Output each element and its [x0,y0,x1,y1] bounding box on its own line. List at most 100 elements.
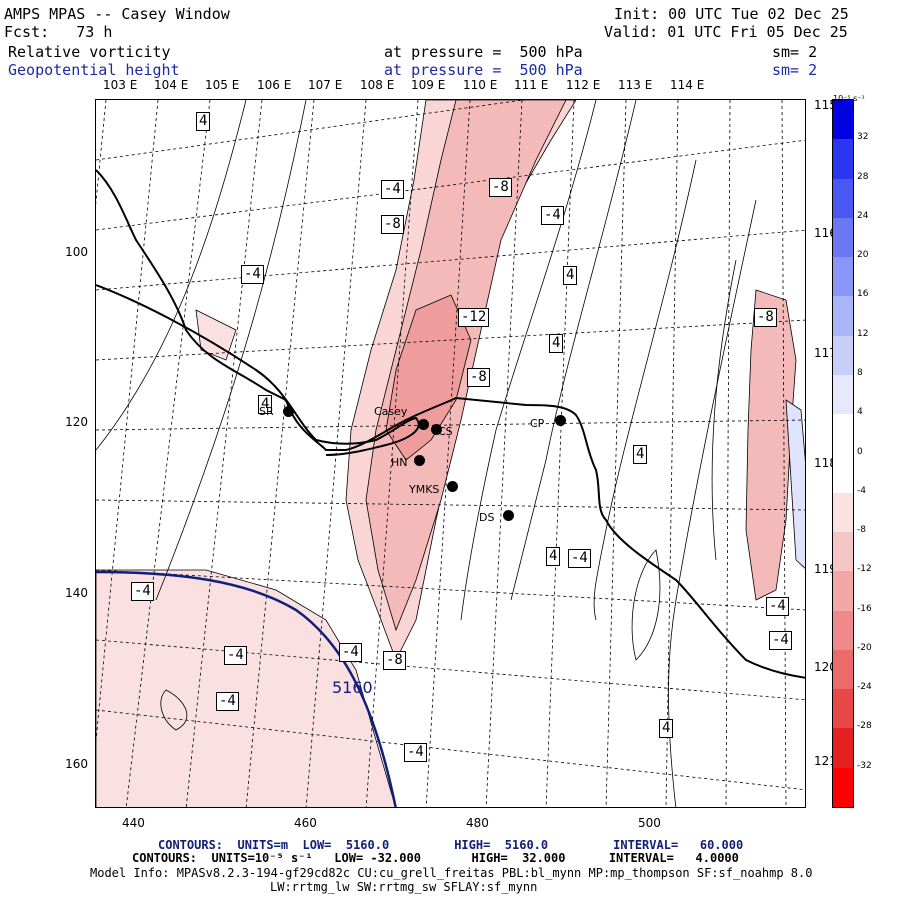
colorbar-tick-label: -8 [857,525,866,536]
colorbar-tick-label: 4 [857,407,863,418]
vorticity-contour-label: 4 [196,112,211,131]
top-longitude-label: 110 E [463,78,498,92]
top-longitude-label: 111 E [514,78,549,92]
colorbar-tick-label: 12 [857,328,869,339]
colorbar-segment [833,689,853,729]
colorbar-segment [833,571,853,612]
graticule [96,100,805,807]
forecast-hour: Fcst: 73 h [4,23,113,41]
top-longitude-label: 103 E [103,78,138,92]
colorbar-segment [833,532,853,572]
negative-vorticity-band-core [365,100,567,632]
colorbar-segment [833,492,853,533]
vorticity-contour-label: -8 [489,178,512,197]
top-longitude-label: 108 E [360,78,395,92]
colorbar-segment [833,100,853,140]
vorticity-contour-info: CONTOURS: UNITS=10⁻⁵ s⁻¹ LOW= -32.000 HI… [132,851,739,865]
colorbar-tick-label: -24 [857,682,872,693]
colorbar-tick-label: 28 [857,171,869,182]
positive-vorticity-right [785,399,805,569]
station-label: HN [391,456,408,469]
map-drawing [96,100,805,807]
field2-smoothing: sm= 2 [772,61,818,79]
top-longitude-label: 105 E [205,78,240,92]
x-axis-label: 460 [294,816,317,830]
y-axis-label: 120 [65,415,88,429]
station-marker[interactable] [431,424,442,435]
y-axis-label: 140 [65,586,88,600]
colorbar-segment [833,767,853,808]
station-label: Casey [374,405,408,418]
station-label: DS [479,511,495,524]
top-longitude-label: 114 E [670,78,705,92]
colorbar-tick-label: -32 [857,760,872,771]
coastline-casey [96,284,420,456]
vorticity-shading [96,100,805,807]
vorticity-contour-label: 4 [549,334,564,353]
station-label: SR [259,405,274,418]
top-longitude-label: 109 E [411,78,446,92]
colorbar-segment [833,335,853,376]
colorbar-tick-label: 32 [857,132,869,143]
colorbar-tick-label: -4 [857,485,866,496]
y-axis-label: 160 [65,757,88,771]
map-panel[interactable]: 5160 4 -4 -8 -8 -4 -4 4 4 -12 4 -8 4 -8 4 4 -4 -4 -4 -4 -4 -… [95,99,806,808]
station-marker[interactable] [418,419,429,430]
vorticity-contour-label: 4 [563,266,578,285]
vorticity-contour-label: -4 [241,265,264,284]
vorticity-contour-label: -4 [769,631,792,650]
vorticity-contour-label: -8 [381,215,404,234]
colorbar-units: 10⁻⁵ s⁻¹ [833,94,865,103]
colorbar-segment [833,217,853,258]
vorticity-contour-label: -4 [339,643,362,662]
height-contour-5160 [96,570,397,807]
station-marker[interactable] [447,481,458,492]
colorbar-segment [833,374,853,415]
colorbar-segment [833,296,853,337]
negative-vorticity-small [195,309,237,361]
colorbar-tick-label: -20 [857,642,872,653]
vorticity-contour-label: 4 [546,547,561,566]
top-longitude-label: 112 E [566,78,601,92]
field1-smoothing: sm= 2 [772,43,818,61]
vorticity-contour-label: -4 [216,692,239,711]
colorbar [832,99,854,808]
station-marker[interactable] [503,510,514,521]
vorticity-contour-label: 4 [633,445,648,464]
colorbar-segment [833,649,853,690]
x-axis-label: 440 [122,816,145,830]
vorticity-contour-label: -12 [458,308,490,327]
station-marker[interactable] [555,415,566,426]
negative-vorticity-right [745,289,797,601]
vorticity-contour-label: -4 [766,597,789,616]
vorticity-contour-label: 4 [258,395,273,414]
vorticity-contour-label: -8 [467,368,490,387]
colorbar-segment [833,139,853,180]
station-marker[interactable] [283,406,294,417]
colorbar-tick-label: 0 [857,446,863,457]
colorbar-segment [833,257,853,297]
vorticity-contour-label: -4 [404,743,427,762]
colorbar-segment [833,728,853,769]
vorticity-contour-label: -4 [131,582,154,601]
colorbar-segment [833,453,853,494]
colorbar-tick-label: 16 [857,289,869,300]
field1-level: at pressure = 500 hPa [384,43,583,61]
field1-name: Relative vorticity [8,43,171,61]
init-time: Init: 00 UTC Tue 02 Dec 25 [614,5,849,23]
colorbar-tick-label: 8 [857,367,863,378]
height-contour-info: CONTOURS: UNITS=m LOW= 5160.0 HIGH= 5160… [158,838,744,852]
vorticity-contour-label: -4 [381,180,404,199]
height-contour-label: 5160 [332,678,373,697]
vorticity-contour-label: -4 [568,549,591,568]
station-label: YMKS [409,483,440,496]
top-longitude-label: 113 E [618,78,653,92]
vorticity-contour-label: -8 [754,308,777,327]
model-info-schemes: LW:rrtmg_lw SW:rrtmg_sw SFLAY:sf_mynn [270,880,538,894]
coastline [96,169,805,679]
field2-level: at pressure = 500 hPa [384,61,583,79]
field2-name: Geopotential height [8,61,180,79]
top-longitude-label: 106 E [257,78,292,92]
station-marker[interactable] [414,455,425,466]
vorticity-contour-label: -4 [224,646,247,665]
